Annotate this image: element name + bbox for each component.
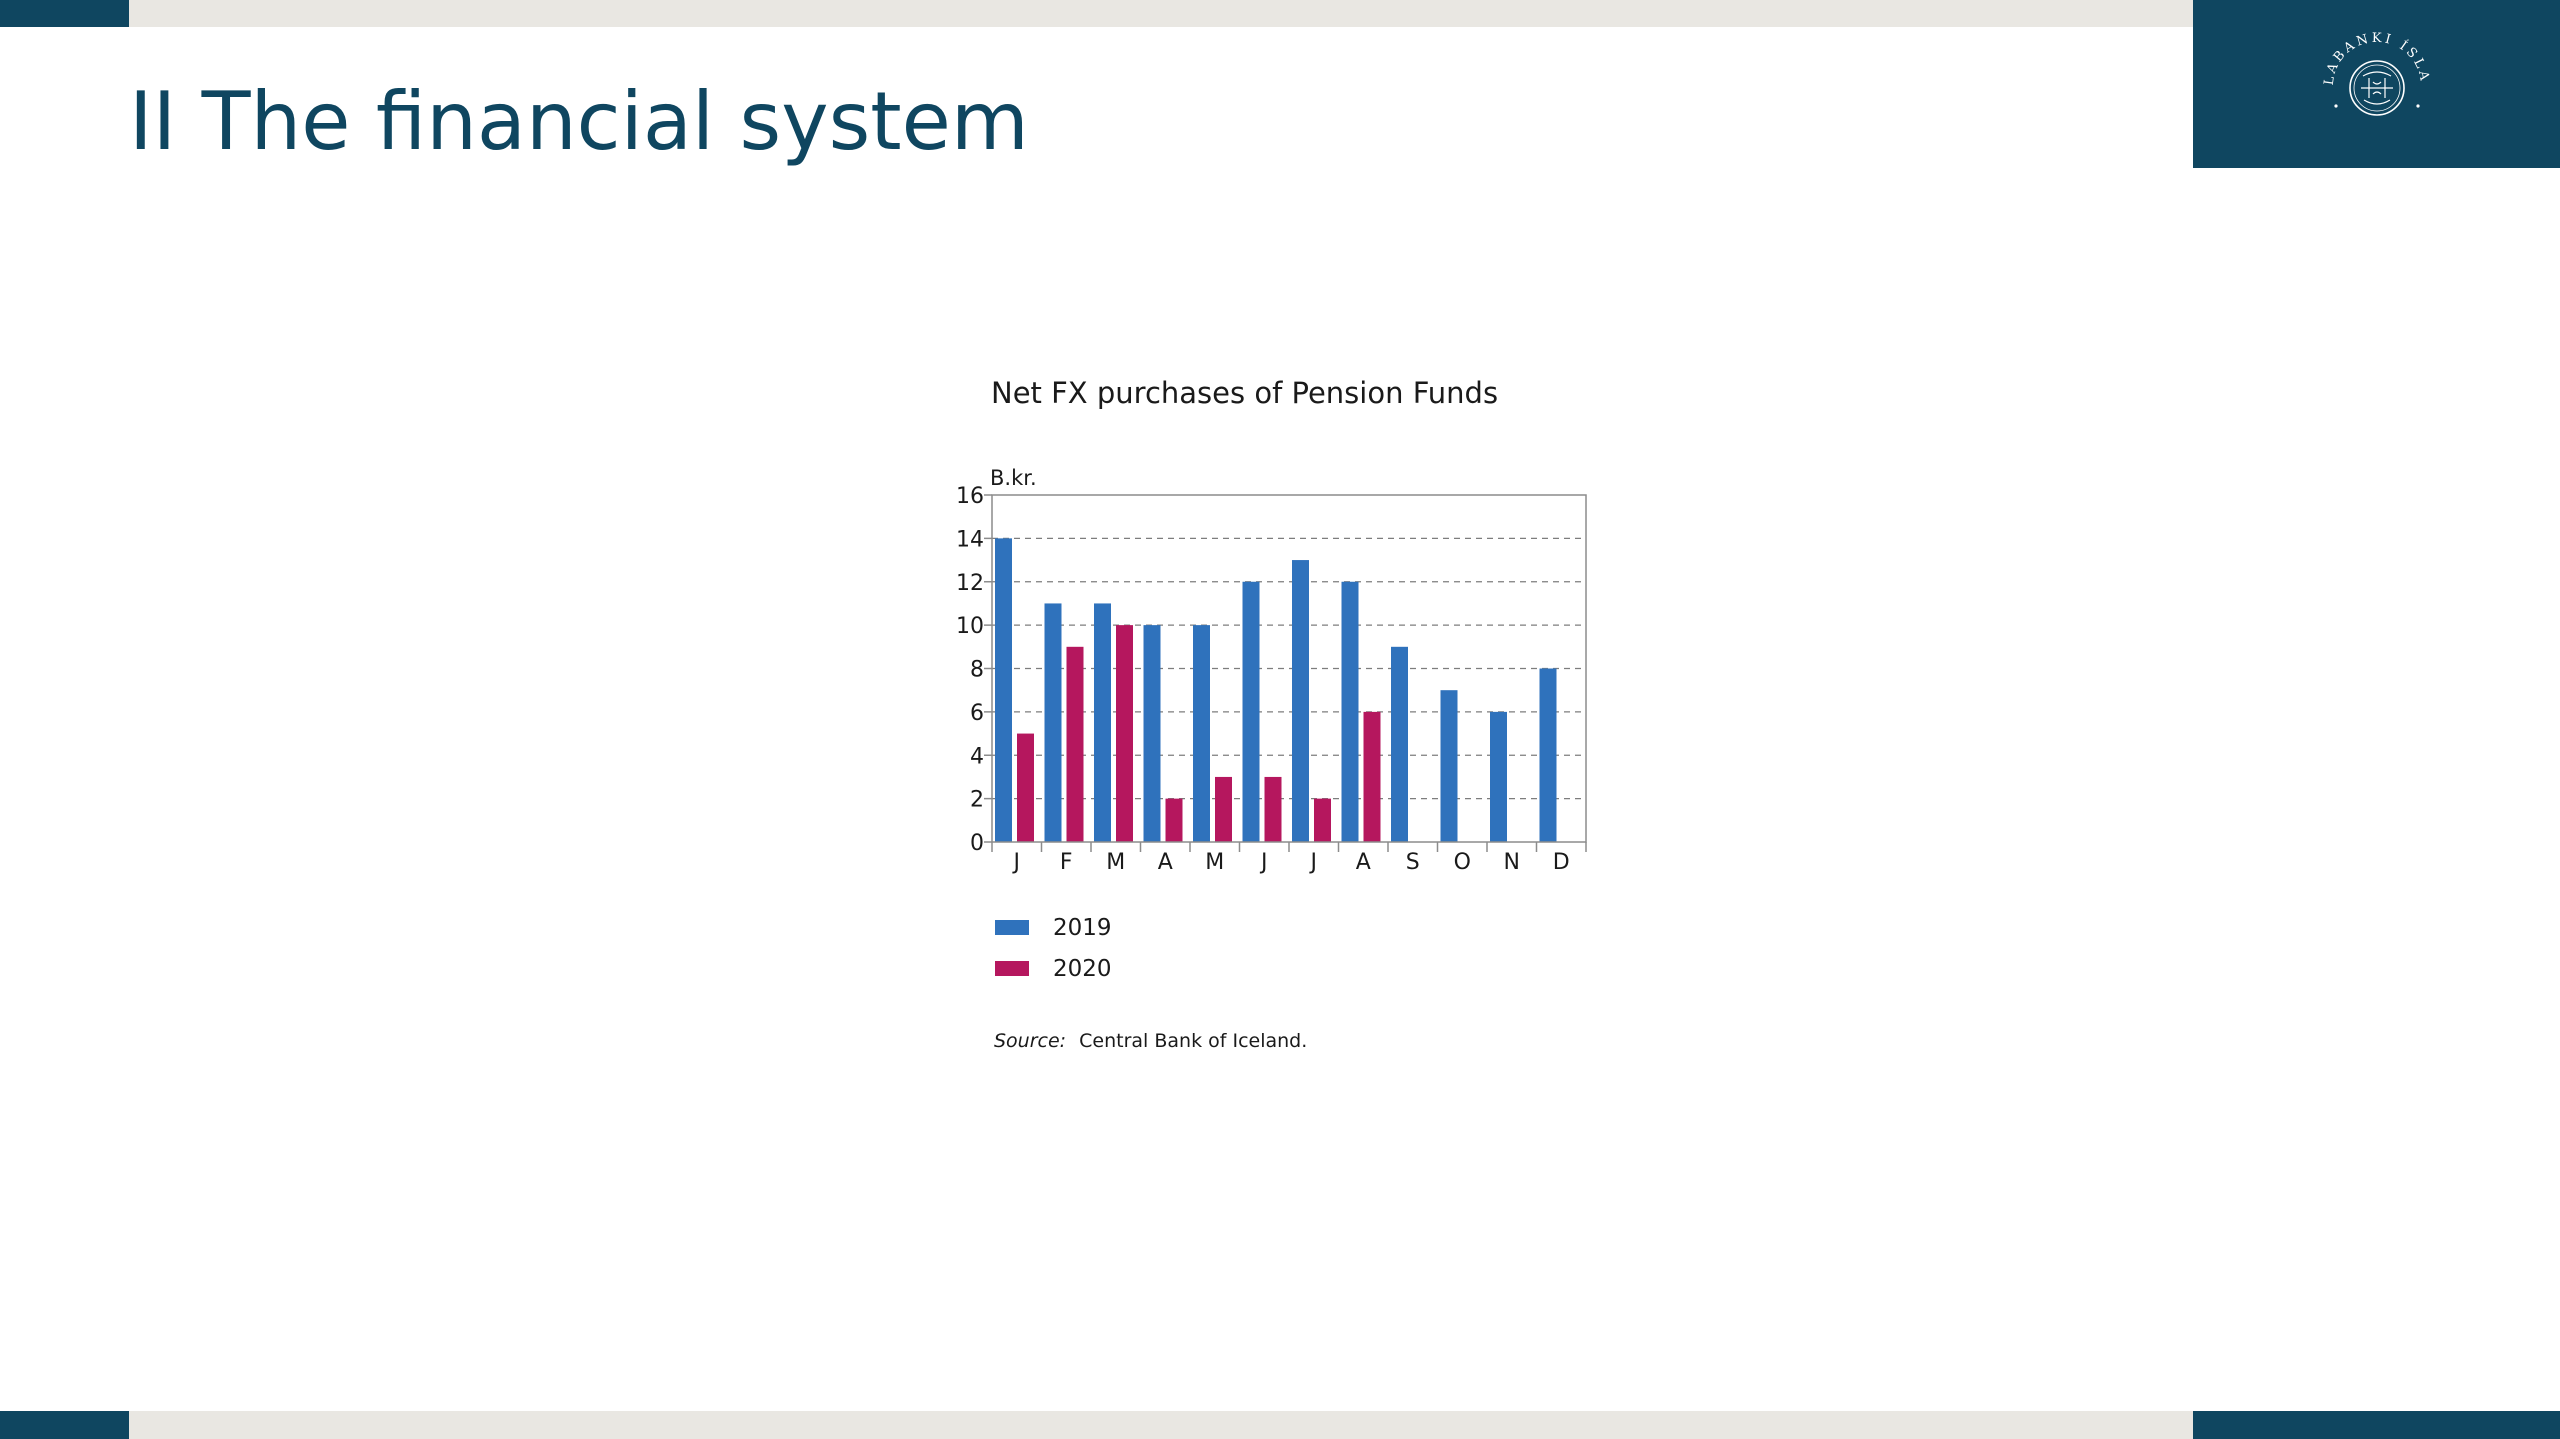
legend-swatch-2019 bbox=[995, 920, 1029, 935]
top-left-accent-bar bbox=[0, 0, 129, 27]
y-tick-label: 0 bbox=[970, 831, 984, 856]
axes: 0 2 4 6 8 10 12 14 16 J F M A M J J A S O N D bbox=[956, 484, 1587, 875]
bar-2020-7 bbox=[1314, 798, 1331, 842]
bar-2019-6 bbox=[1242, 581, 1260, 842]
bar-2019-3 bbox=[1094, 603, 1111, 842]
bottom-right-accent-bar bbox=[2193, 1411, 2560, 1439]
x-tick-label: S bbox=[1406, 850, 1420, 875]
x-tick-label: J bbox=[1309, 850, 1318, 875]
y-tick-label: 16 bbox=[956, 484, 984, 509]
bar-2019-7 bbox=[1292, 560, 1309, 842]
x-tick-label: J bbox=[1012, 850, 1021, 875]
legend-label-2020: 2020 bbox=[1053, 956, 1112, 982]
y-tick-label: 8 bbox=[970, 658, 984, 683]
source-note: Source: Central Bank of Iceland. bbox=[994, 1030, 1307, 1052]
y-tick-label: 6 bbox=[970, 701, 984, 726]
bar-2019-2 bbox=[1044, 603, 1062, 842]
bar-2020-8 bbox=[1363, 711, 1381, 842]
chart-title: Net FX purchases of Pension Funds bbox=[991, 376, 1498, 410]
bar-2019-1 bbox=[995, 538, 1012, 842]
bar-2020-1 bbox=[1017, 733, 1034, 842]
x-tick-label: F bbox=[1060, 850, 1073, 875]
bar-2019-9 bbox=[1391, 646, 1408, 842]
legend-label-2019: 2019 bbox=[1053, 915, 1112, 941]
bar-2019-10 bbox=[1440, 690, 1458, 842]
bar-2020-4 bbox=[1165, 798, 1183, 842]
top-strip bbox=[129, 0, 2193, 27]
logo-box: SEÐLABANKI ÍSLANDS bbox=[2193, 0, 2560, 168]
y-tick-label: 10 bbox=[956, 614, 984, 639]
source-text: Central Bank of Iceland. bbox=[1079, 1030, 1307, 1052]
x-tick-label: M bbox=[1205, 850, 1224, 875]
page-title: II The financial system bbox=[129, 75, 1029, 168]
x-tick-label: A bbox=[1356, 850, 1371, 875]
gridlines bbox=[992, 537, 1586, 800]
x-tick-label: M bbox=[1106, 850, 1125, 875]
bar-2020-3 bbox=[1116, 625, 1133, 842]
x-tick-label: N bbox=[1504, 850, 1520, 875]
legend-swatch-2020 bbox=[995, 961, 1029, 976]
bottom-strip bbox=[129, 1411, 2193, 1439]
bar-2020-6 bbox=[1264, 776, 1282, 842]
bar-2019-12 bbox=[1539, 668, 1557, 842]
bottom-left-accent-bar bbox=[0, 1411, 129, 1439]
legend: 2019 2020 bbox=[995, 915, 1112, 982]
bar-2020-2 bbox=[1066, 646, 1084, 842]
bar-2019-8 bbox=[1341, 581, 1359, 842]
bar-2019-5 bbox=[1193, 625, 1210, 842]
x-tick-label: O bbox=[1454, 850, 1471, 875]
y-unit-label: B.kr. bbox=[990, 466, 1037, 490]
source-prefix: Source: bbox=[994, 1030, 1066, 1052]
x-tick-label: D bbox=[1553, 850, 1570, 875]
x-tick-label: J bbox=[1259, 850, 1268, 875]
central-bank-seal-icon: SEÐLABANKI ÍSLANDS bbox=[2317, 24, 2429, 116]
bar-2020-5 bbox=[1215, 776, 1232, 842]
y-tick-label: 2 bbox=[970, 788, 984, 813]
y-tick-label: 12 bbox=[956, 571, 984, 596]
y-tick-label: 4 bbox=[970, 744, 984, 769]
bar-2019-4 bbox=[1143, 625, 1161, 842]
bars bbox=[995, 538, 1557, 842]
x-tick-label: A bbox=[1158, 850, 1173, 875]
y-tick-label: 14 bbox=[956, 527, 984, 552]
bar-2019-11 bbox=[1490, 711, 1507, 842]
